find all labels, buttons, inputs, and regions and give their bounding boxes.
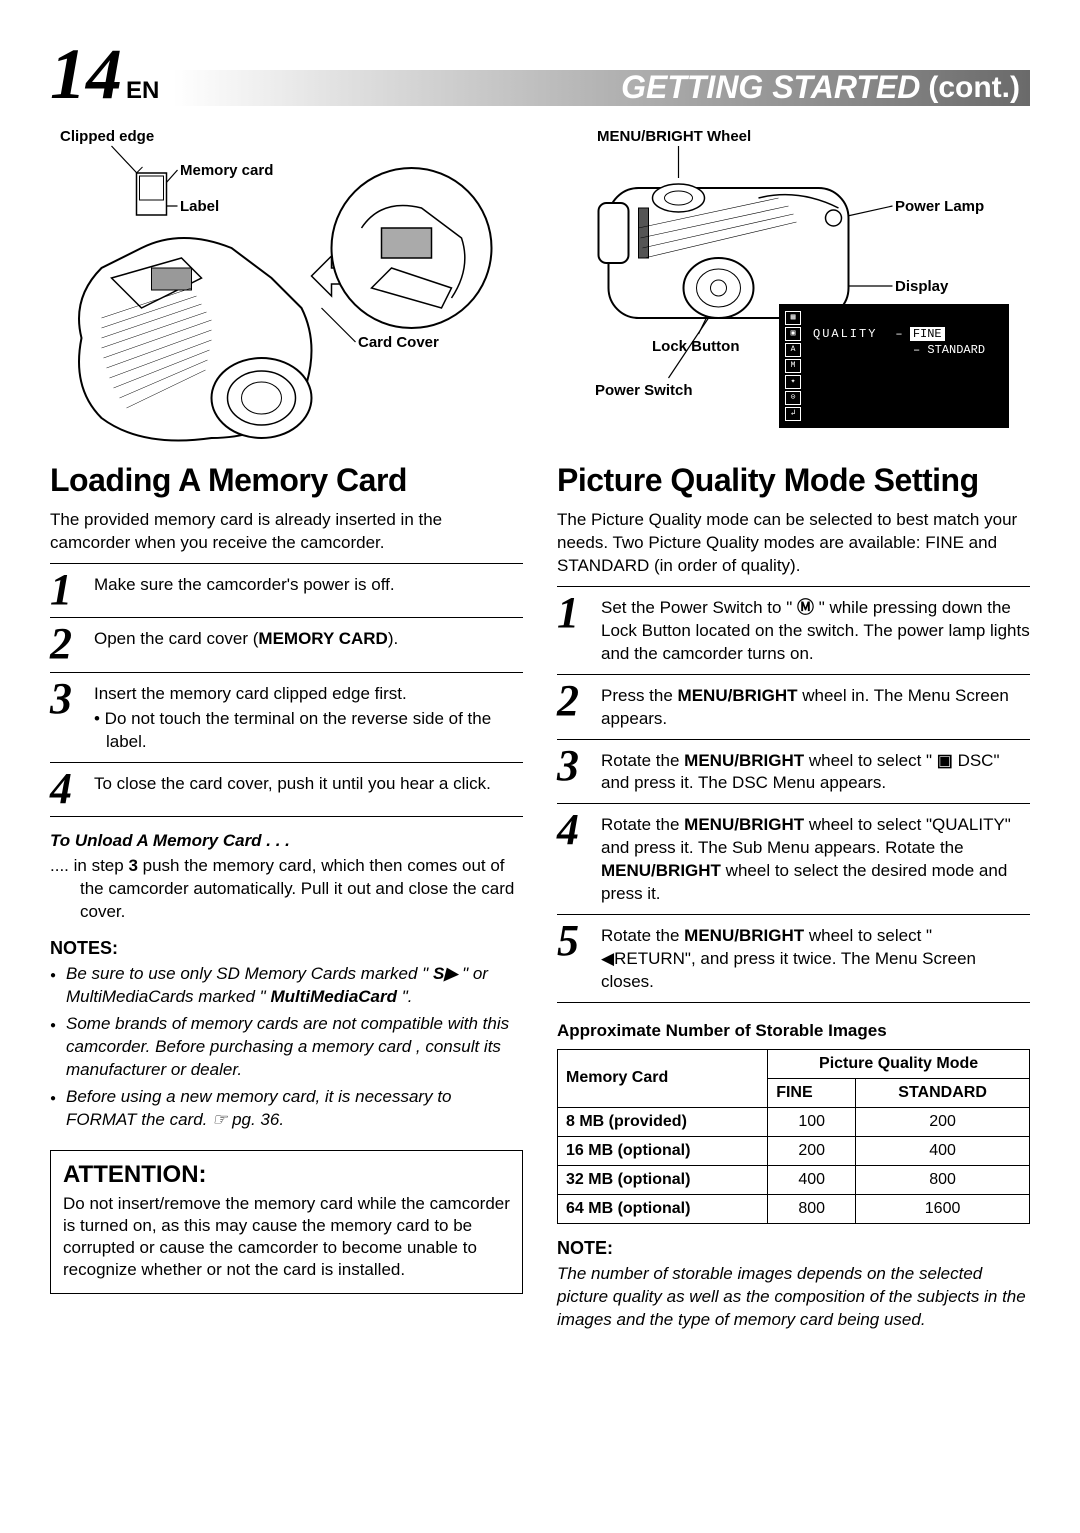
label-memory-card: Memory card: [180, 162, 273, 179]
right-column: MENU/BRIGHT Wheel Power Lamp Display Loc…: [557, 128, 1030, 1332]
table-row: 16 MB (optional)200400: [558, 1136, 1030, 1165]
screen-icon: ▦: [785, 311, 801, 325]
note-item: Some brands of memory cards are not comp…: [50, 1013, 523, 1082]
step-3: 3 Rotate the MENU/BRIGHT wheel to select…: [557, 740, 1030, 805]
step-4: 4 To close the card cover, push it until…: [50, 763, 523, 818]
note-item: Be sure to use only SD Memory Cards mark…: [50, 963, 523, 1009]
header-bar: GETTING STARTED (cont.): [173, 70, 1030, 106]
note-item: Before using a new memory card, it is ne…: [50, 1086, 523, 1132]
picture-intro: The Picture Quality mode can be selected…: [557, 509, 1030, 578]
step-num: 3: [50, 679, 94, 754]
attention-text: Do not insert/remove the memory card whi…: [63, 1193, 510, 1281]
page-header: 14 EN GETTING STARTED (cont.): [50, 38, 1030, 110]
step-num: 2: [557, 681, 601, 731]
page-lang: EN: [126, 77, 159, 105]
unload-heading: To Unload A Memory Card . . .: [50, 831, 523, 851]
table-heading: Approximate Number of Storable Images: [557, 1021, 1030, 1041]
notes-heading: NOTES:: [50, 938, 523, 959]
step-text: Rotate the MENU/BRIGHT wheel to select "…: [601, 810, 1030, 906]
label-power-lamp: Power Lamp: [895, 198, 984, 215]
label-display: Display: [895, 278, 948, 295]
note-heading: NOTE:: [557, 1238, 1030, 1259]
label-clipped-edge: Clipped edge: [60, 128, 154, 145]
step-text: Insert the memory card clipped edge firs…: [94, 679, 523, 754]
step-num: 3: [557, 746, 601, 796]
header-cont: (cont.): [928, 71, 1020, 105]
display-screen: ▦ ▣ QUALITY – FINE A – STANDARD M ✦ ⊙ ↲: [779, 304, 1009, 428]
screen-icon: M: [785, 359, 801, 373]
screen-standard: STANDARD: [927, 343, 985, 357]
left-diagram: Clipped edge Memory card Label Card Cove…: [50, 128, 523, 448]
step-2: 2 Press the MENU/BRIGHT wheel in. The Me…: [557, 675, 1030, 740]
step-num: 1: [557, 593, 601, 666]
picture-steps: 1 Set the Power Switch to " Ⓜ " while pr…: [557, 586, 1030, 1003]
screen-icon: ▣: [785, 327, 801, 341]
camcorder-left-svg: [50, 128, 523, 448]
screen-icon: ✦: [785, 375, 801, 389]
header-title: GETTING STARTED: [621, 69, 920, 106]
right-diagram: MENU/BRIGHT Wheel Power Lamp Display Loc…: [557, 128, 1030, 448]
attention-box: ATTENTION: Do not insert/remove the memo…: [50, 1150, 523, 1294]
step-text: Make sure the camcorder's power is off.: [94, 570, 395, 610]
step-main: Insert the memory card clipped edge firs…: [94, 684, 407, 703]
loading-steps: 1 Make sure the camcorder's power is off…: [50, 563, 523, 818]
step-num: 2: [50, 624, 94, 664]
attention-heading: ATTENTION:: [63, 1161, 510, 1189]
step-text: To close the card cover, push it until y…: [94, 769, 491, 809]
screen-icon: A: [785, 343, 801, 357]
step-1: 1 Set the Power Switch to " Ⓜ " while pr…: [557, 587, 1030, 675]
step-text: Press the MENU/BRIGHT wheel in. The Menu…: [601, 681, 1030, 731]
table-row: 32 MB (optional)400800: [558, 1165, 1030, 1194]
table-row: 8 MB (provided)100200: [558, 1107, 1030, 1136]
page-number: 14: [50, 38, 122, 110]
step-num: 1: [50, 570, 94, 610]
th-memory: Memory Card: [558, 1049, 768, 1107]
step-text: Rotate the MENU/BRIGHT wheel to select "…: [601, 746, 1030, 796]
label-lock-button: Lock Button: [652, 338, 740, 355]
screen-fine: FINE: [910, 327, 945, 341]
table-row: 64 MB (optional)8001600: [558, 1194, 1030, 1223]
step-num: 4: [557, 810, 601, 906]
unload-text: .... in step 3 push the memory card, whi…: [50, 855, 523, 924]
step-1: 1 Make sure the camcorder's power is off…: [50, 564, 523, 619]
note-text: The number of storable images depends on…: [557, 1263, 1030, 1332]
step-3: 3 Insert the memory card clipped edge fi…: [50, 673, 523, 763]
label-menu-wheel: MENU/BRIGHT Wheel: [597, 128, 751, 145]
step-num: 5: [557, 921, 601, 994]
screen-quality-label: QUALITY: [813, 327, 877, 341]
step-num: 4: [50, 769, 94, 809]
step-sub: • Do not touch the terminal on the rever…: [94, 708, 523, 754]
th-standard: STANDARD: [856, 1078, 1030, 1107]
label-label: Label: [180, 198, 219, 215]
storable-table: Memory Card Picture Quality Mode FINE ST…: [557, 1049, 1030, 1224]
step-text: Open the card cover (MEMORY CARD).: [94, 624, 398, 664]
label-card-cover: Card Cover: [358, 334, 439, 351]
th-fine: FINE: [768, 1078, 856, 1107]
loading-intro: The provided memory card is already inse…: [50, 509, 523, 555]
return-icon: ↲: [785, 407, 801, 421]
screen-icon: ⊙: [785, 391, 801, 405]
step-5: 5 Rotate the MENU/BRIGHT wheel to select…: [557, 915, 1030, 1003]
step-4: 4 Rotate the MENU/BRIGHT wheel to select…: [557, 804, 1030, 915]
step-2: 2 Open the card cover (MEMORY CARD).: [50, 618, 523, 673]
label-power-switch: Power Switch: [595, 382, 693, 399]
loading-title: Loading A Memory Card: [50, 462, 523, 499]
picture-title: Picture Quality Mode Setting: [557, 462, 1030, 499]
notes-list: Be sure to use only SD Memory Cards mark…: [50, 963, 523, 1132]
step-text: Rotate the MENU/BRIGHT wheel to select "…: [601, 921, 1030, 994]
left-column: Clipped edge Memory card Label Card Cove…: [50, 128, 523, 1332]
step-text: Set the Power Switch to " Ⓜ " while pres…: [601, 593, 1030, 666]
th-mode: Picture Quality Mode: [768, 1049, 1030, 1078]
